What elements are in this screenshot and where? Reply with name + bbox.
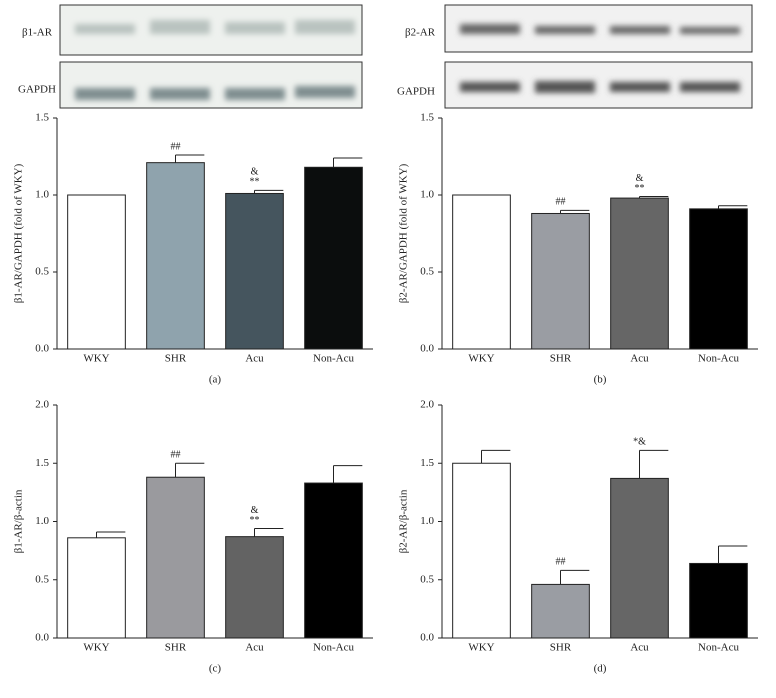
bar xyxy=(610,477,669,639)
error-bar xyxy=(254,189,284,194)
blot-left: β1-AR GAPDH xyxy=(18,4,363,109)
bar xyxy=(689,208,748,350)
bar xyxy=(304,166,363,350)
blot-right: β2-AR GAPDH xyxy=(397,4,753,109)
error-bar xyxy=(175,154,205,163)
bar xyxy=(225,536,284,639)
significance-mark: ** xyxy=(250,515,260,526)
error-bar xyxy=(481,449,511,464)
x-tick-label: SHR xyxy=(165,353,187,365)
error-bar xyxy=(718,205,748,209)
blot-label: GAPDH xyxy=(18,84,56,96)
y-tick-label: 2.0 xyxy=(420,399,434,411)
x-tick-label: WKY xyxy=(468,642,494,654)
error-bar xyxy=(639,449,669,479)
y-tick-label: 0.5 xyxy=(35,266,49,278)
significance-mark: ## xyxy=(556,197,566,208)
blot-box xyxy=(59,61,363,109)
x-tick-label: WKY xyxy=(83,353,109,365)
bar xyxy=(531,583,590,639)
error-bar xyxy=(333,157,363,168)
y-tick-label: 0.0 xyxy=(35,343,49,355)
bar xyxy=(67,194,126,350)
bar xyxy=(225,192,284,350)
x-tick-label: SHR xyxy=(165,642,187,654)
y-tick-label: 2.0 xyxy=(35,399,49,411)
error-bar xyxy=(560,209,590,214)
significance-mark: ## xyxy=(556,557,566,568)
x-tick-label: Acu xyxy=(630,353,649,365)
significance-mark: & xyxy=(251,505,259,516)
y-tick-label: 0.5 xyxy=(420,266,434,278)
bar xyxy=(67,537,126,639)
x-tick-label: WKY xyxy=(83,642,109,654)
x-tick-label: Non-Acu xyxy=(698,353,739,365)
y-tick-label: 1.0 xyxy=(35,515,49,527)
significance-mark: *& xyxy=(633,437,646,448)
x-tick-label: Non-Acu xyxy=(313,642,354,654)
caption: (d) xyxy=(594,663,607,675)
blot-label: GAPDH xyxy=(397,86,435,98)
y-tick-label: 0.0 xyxy=(420,632,434,644)
caption: (b) xyxy=(594,374,607,386)
y-tick-label: 1.0 xyxy=(420,515,434,527)
y-tick-label: 1.5 xyxy=(420,112,434,124)
significance-mark: ## xyxy=(171,141,181,152)
error-bar xyxy=(254,527,284,537)
bar xyxy=(610,197,669,350)
error-bar xyxy=(639,196,669,199)
y-tick-label: 0.5 xyxy=(35,573,49,585)
error-bar xyxy=(175,462,205,478)
bar xyxy=(452,462,511,639)
caption: (a) xyxy=(209,374,222,386)
y-tick-label: 0.0 xyxy=(420,343,434,355)
significance-mark: & xyxy=(251,167,259,178)
y-axis-label: β2-AR/GAPDH (fold of WKY) xyxy=(398,163,410,303)
significance-mark: ** xyxy=(635,183,645,194)
y-tick-label: 0.5 xyxy=(420,573,434,585)
error-bar xyxy=(560,569,590,585)
error-bar xyxy=(718,545,748,564)
x-tick-label: SHR xyxy=(550,642,572,654)
bar xyxy=(304,482,363,639)
y-tick-label: 1.0 xyxy=(420,189,434,201)
error-bar xyxy=(333,465,363,484)
bar xyxy=(689,562,748,639)
blot-label: β1-AR xyxy=(22,27,53,39)
x-tick-label: Non-Acu xyxy=(313,353,354,365)
caption: (c) xyxy=(209,663,222,675)
x-tick-label: Acu xyxy=(245,642,264,654)
blot-label: β2-AR xyxy=(405,27,436,39)
x-tick-label: SHR xyxy=(550,353,572,365)
bar xyxy=(452,194,511,350)
x-tick-label: Non-Acu xyxy=(698,642,739,654)
bar xyxy=(146,476,205,639)
y-tick-label: 0.0 xyxy=(35,632,49,644)
bar xyxy=(531,212,590,350)
y-tick-label: 1.0 xyxy=(35,189,49,201)
significance-mark: & xyxy=(636,173,644,184)
y-axis-label: β2-AR/β-actin xyxy=(398,489,410,553)
significance-mark: ## xyxy=(171,450,181,461)
y-axis-label: β1-AR/β-actin xyxy=(13,489,25,553)
x-tick-label: Acu xyxy=(245,353,264,365)
x-tick-label: WKY xyxy=(468,353,494,365)
error-bar xyxy=(96,531,126,538)
y-axis-label: β1-AR/GAPDH (fold of WKY) xyxy=(13,163,25,303)
y-tick-label: 1.5 xyxy=(35,457,49,469)
significance-mark: ** xyxy=(250,177,260,188)
x-tick-label: Acu xyxy=(630,642,649,654)
bar xyxy=(146,162,205,350)
y-tick-label: 1.5 xyxy=(420,457,434,469)
y-tick-label: 1.5 xyxy=(35,112,49,124)
